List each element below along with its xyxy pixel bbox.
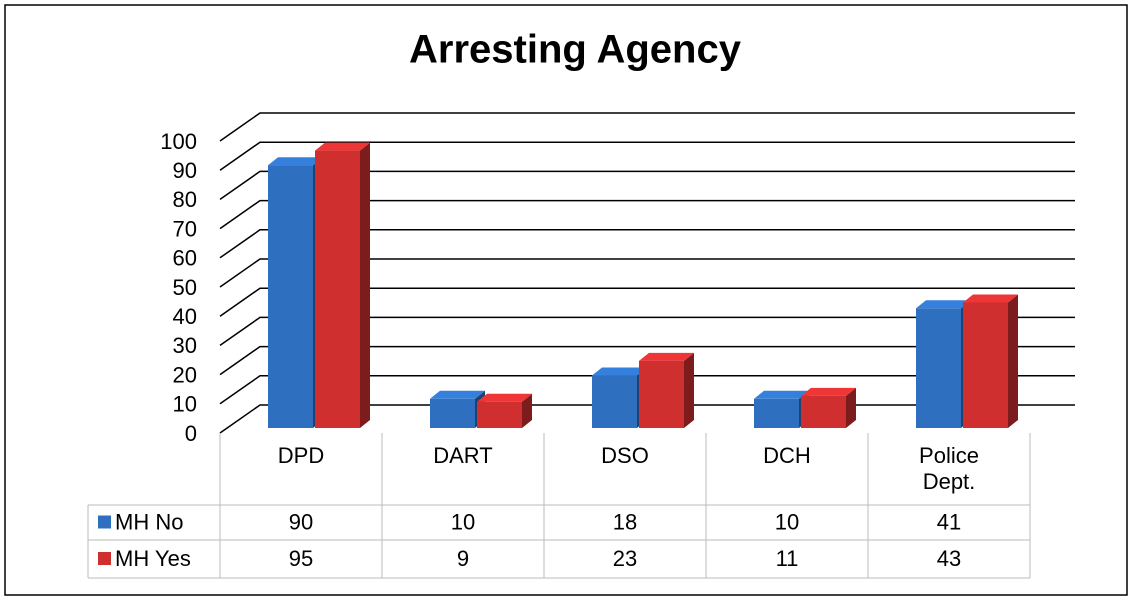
bar-top	[477, 393, 532, 402]
bar	[754, 398, 799, 428]
bar-top	[315, 142, 370, 151]
bar-top	[592, 367, 647, 376]
y-tick-label: 80	[173, 187, 197, 212]
bar	[477, 401, 522, 428]
table-value: 18	[613, 509, 637, 534]
grid-line	[219, 345, 1075, 376]
bar	[592, 375, 637, 428]
grid-line	[219, 199, 1075, 230]
grid-line	[219, 258, 1075, 288]
grid-line	[219, 170, 1075, 201]
table-value: 43	[937, 546, 961, 571]
legend-swatch	[98, 515, 111, 529]
x-tick-label: DART	[433, 443, 493, 468]
bar	[801, 395, 846, 428]
bar-top	[801, 387, 856, 396]
x-tick-label: Police Dept.	[919, 443, 979, 494]
grid-line	[219, 112, 1075, 142]
x-tick-label: DSO	[601, 443, 649, 468]
bar	[430, 398, 475, 428]
bar-top	[430, 390, 485, 399]
table-value: 9	[457, 546, 469, 571]
bar-side	[684, 352, 694, 428]
bar-side	[846, 387, 856, 428]
bar	[963, 302, 1008, 428]
bar-top	[268, 157, 323, 166]
bar-top	[639, 352, 694, 361]
y-tick-label: 50	[173, 275, 197, 300]
bar	[916, 308, 961, 428]
grid-line	[219, 229, 1075, 259]
table-value: 23	[613, 546, 637, 571]
bar	[268, 165, 313, 428]
y-tick-label: 100	[160, 129, 197, 154]
y-tick-label: 60	[173, 246, 197, 271]
chart-title: Arresting Agency	[409, 28, 742, 72]
grid-line	[219, 141, 1075, 171]
bar-top	[963, 294, 1018, 303]
category-cell: DART	[433, 443, 493, 468]
y-tick-label: 40	[173, 304, 197, 329]
y-tick-label: 20	[173, 362, 197, 387]
table-value: 41	[937, 509, 961, 534]
y-tick-label: 10	[173, 392, 197, 417]
table-value: 10	[775, 509, 799, 534]
category-cell: Police Dept.	[919, 443, 979, 494]
bar-top	[754, 390, 809, 399]
grid-line	[219, 375, 1075, 405]
bar-side	[1008, 294, 1018, 428]
x-tick-label: DCH	[763, 443, 811, 468]
bar-side	[360, 142, 370, 428]
grid-line	[219, 287, 1075, 317]
bar-top	[916, 300, 971, 309]
bar	[639, 360, 684, 428]
category-cell: DCH	[763, 443, 811, 468]
y-tick-label: 30	[173, 333, 197, 358]
x-tick-label: DPD	[277, 443, 325, 468]
y-tick-label: 0	[185, 421, 197, 446]
bar-side	[522, 393, 532, 428]
table-value: 95	[289, 546, 313, 571]
grid-line	[219, 316, 1075, 347]
table-value: 10	[451, 509, 475, 534]
y-tick-label: 90	[173, 158, 197, 183]
category-cell: DSO	[601, 443, 649, 468]
legend-swatch	[98, 552, 111, 565]
table-value: 90	[289, 509, 313, 534]
y-tick-label: 70	[173, 216, 197, 241]
legend-label: MH No	[115, 509, 183, 534]
bar	[315, 150, 360, 428]
table-value: 11	[776, 546, 799, 571]
category-cell: DPD	[277, 443, 325, 468]
legend-label: MH Yes	[115, 546, 191, 571]
chart-border	[4, 4, 1128, 596]
